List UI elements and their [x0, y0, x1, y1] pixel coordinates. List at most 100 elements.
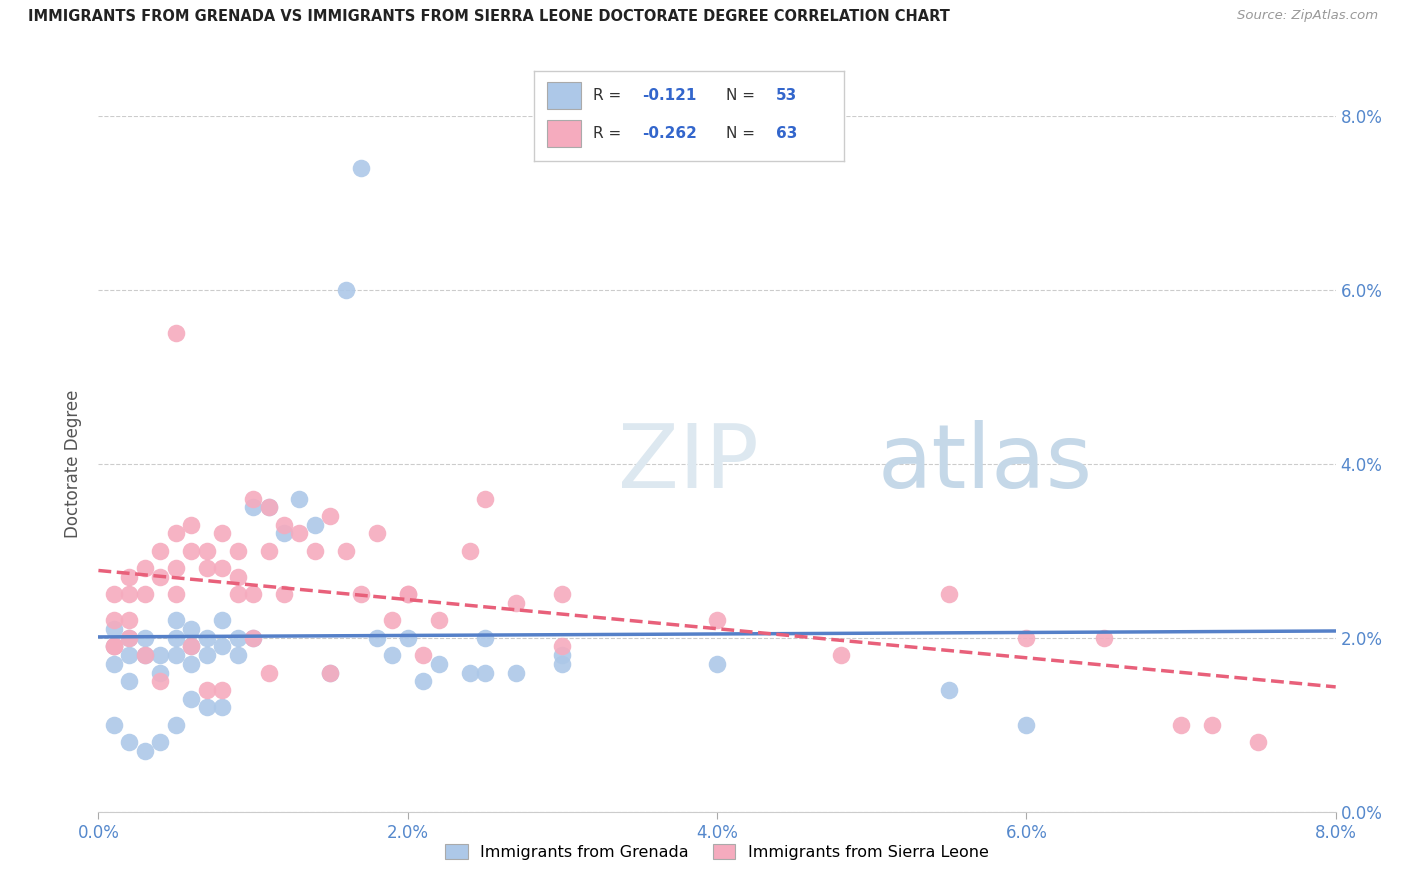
Point — [165, 717, 187, 731]
Point — [1015, 717, 1038, 731]
Point — [103, 640, 125, 654]
Point — [211, 526, 233, 541]
Text: IMMIGRANTS FROM GRENADA VS IMMIGRANTS FROM SIERRA LEONE DOCTORATE DEGREE CORRELA: IMMIGRANTS FROM GRENADA VS IMMIGRANTS FR… — [28, 9, 950, 24]
Point — [226, 648, 249, 662]
Point — [288, 491, 311, 506]
Point — [427, 657, 450, 671]
Point — [118, 631, 141, 645]
Point — [165, 526, 187, 541]
Point — [273, 587, 295, 601]
Point — [551, 587, 574, 601]
Point — [195, 561, 218, 575]
Text: N =: N = — [725, 127, 759, 141]
Point — [103, 717, 125, 731]
Point — [830, 648, 852, 662]
Bar — [547, 120, 581, 147]
Point — [195, 544, 218, 558]
Point — [195, 700, 218, 714]
Point — [257, 544, 280, 558]
Point — [149, 648, 172, 662]
Point — [180, 640, 202, 654]
Point — [165, 614, 187, 628]
Point — [118, 570, 141, 584]
Point — [165, 631, 187, 645]
Point — [1201, 717, 1223, 731]
Point — [350, 161, 373, 176]
Point — [149, 544, 172, 558]
Point — [319, 665, 342, 680]
Point — [226, 544, 249, 558]
Point — [242, 491, 264, 506]
Point — [103, 640, 125, 654]
Point — [149, 570, 172, 584]
Text: ZIP: ZIP — [619, 420, 759, 508]
Point — [1170, 717, 1192, 731]
Point — [103, 622, 125, 636]
Text: R =: R = — [593, 88, 626, 103]
Point — [118, 674, 141, 689]
Text: 53: 53 — [776, 88, 797, 103]
Point — [551, 657, 574, 671]
Point — [1015, 631, 1038, 645]
Point — [551, 648, 574, 662]
Point — [180, 657, 202, 671]
Text: N =: N = — [725, 88, 759, 103]
Point — [242, 587, 264, 601]
Legend: Immigrants from Grenada, Immigrants from Sierra Leone: Immigrants from Grenada, Immigrants from… — [439, 838, 995, 866]
Point — [118, 631, 141, 645]
Point — [134, 631, 156, 645]
Point — [427, 614, 450, 628]
Point — [474, 491, 496, 506]
Point — [381, 614, 404, 628]
Point — [335, 283, 357, 297]
Point — [273, 517, 295, 532]
Point — [195, 631, 218, 645]
Point — [706, 657, 728, 671]
Point — [242, 631, 264, 645]
Point — [257, 665, 280, 680]
Point — [706, 614, 728, 628]
Point — [458, 544, 481, 558]
Point — [211, 640, 233, 654]
Point — [350, 587, 373, 601]
Point — [304, 517, 326, 532]
Point — [195, 648, 218, 662]
Point — [1247, 735, 1270, 749]
Point — [134, 648, 156, 662]
Point — [211, 700, 233, 714]
Point — [226, 570, 249, 584]
Point — [165, 587, 187, 601]
Point — [242, 500, 264, 515]
Point — [396, 587, 419, 601]
Point — [1092, 631, 1115, 645]
Point — [226, 587, 249, 601]
Point — [118, 648, 141, 662]
Point — [103, 587, 125, 601]
Point — [103, 640, 125, 654]
Point — [474, 665, 496, 680]
Point — [505, 665, 527, 680]
Point — [118, 587, 141, 601]
Point — [319, 665, 342, 680]
Text: atlas: atlas — [877, 420, 1092, 508]
Point — [304, 544, 326, 558]
Point — [366, 631, 388, 645]
Point — [165, 326, 187, 341]
Point — [412, 674, 434, 689]
Point — [335, 544, 357, 558]
Point — [211, 614, 233, 628]
Point — [551, 640, 574, 654]
Point — [257, 500, 280, 515]
Text: R =: R = — [593, 127, 626, 141]
Point — [134, 561, 156, 575]
Point — [381, 648, 404, 662]
Point — [103, 614, 125, 628]
Point — [180, 691, 202, 706]
Point — [938, 683, 960, 698]
Point — [319, 508, 342, 523]
Point — [458, 665, 481, 680]
Point — [180, 517, 202, 532]
Point — [938, 587, 960, 601]
Point — [195, 683, 218, 698]
Point — [118, 614, 141, 628]
